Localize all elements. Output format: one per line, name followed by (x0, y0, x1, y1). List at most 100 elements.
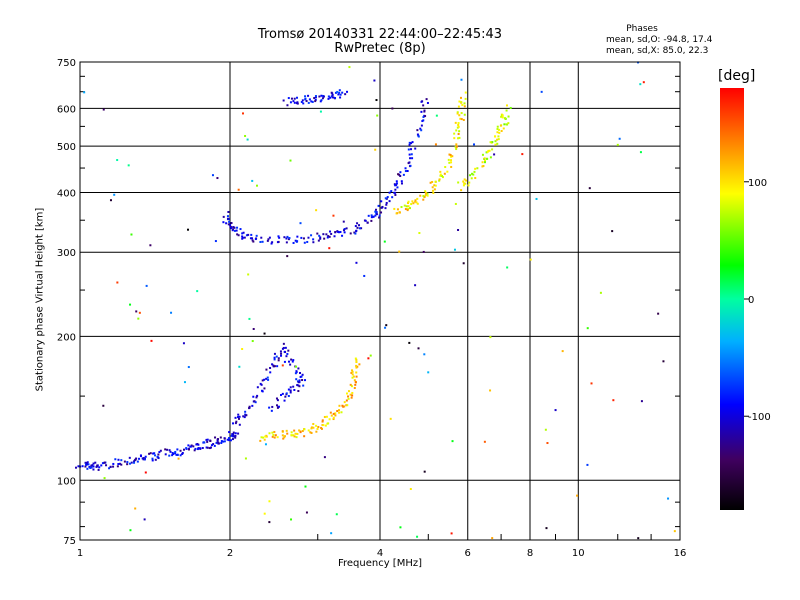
echo-point (92, 465, 95, 468)
noise-point (590, 382, 593, 385)
echo-point (408, 161, 411, 164)
echo-point (390, 190, 393, 193)
noise-point (263, 512, 266, 515)
echo-point (250, 233, 253, 236)
echo-point (243, 236, 246, 239)
noise-point (473, 143, 476, 146)
echo-point (206, 440, 209, 443)
echo-point (456, 111, 459, 114)
echo-point (265, 435, 268, 438)
noise-point (289, 159, 292, 162)
echo-point (286, 235, 289, 238)
echo-point (497, 138, 500, 141)
echo-point (324, 424, 327, 427)
echo-point (339, 93, 342, 96)
echo-point (426, 101, 429, 104)
echo-point (202, 441, 205, 444)
echo-point (378, 216, 381, 219)
echo-point (464, 182, 467, 185)
echo-point (276, 399, 279, 402)
echo-point (327, 235, 330, 238)
echo-point (300, 236, 303, 239)
echo-point (443, 172, 446, 175)
echo-point (424, 115, 427, 118)
echo-point (285, 241, 288, 244)
echo-point (271, 241, 274, 244)
echo-point (287, 349, 290, 352)
echo-point (318, 95, 321, 98)
echo-point (341, 91, 344, 94)
echo-point (176, 448, 179, 451)
echo-point (290, 431, 293, 434)
echo-point (267, 378, 270, 381)
echo-point (322, 233, 325, 236)
noise-point (408, 341, 411, 344)
echo-point (228, 220, 231, 223)
echo-point (483, 161, 486, 164)
echo-point (484, 159, 487, 162)
echo-point (465, 179, 468, 182)
echo-point (507, 115, 510, 118)
echo-point (460, 101, 463, 104)
echo-point (289, 389, 292, 392)
echo-point (393, 183, 396, 186)
echo-point (419, 127, 422, 130)
echo-point (503, 123, 506, 126)
echo-point (439, 170, 442, 173)
echo-point (332, 418, 335, 421)
echo-point (310, 234, 313, 237)
echo-point (301, 99, 304, 102)
echo-point (234, 422, 237, 425)
noise-point (576, 494, 579, 497)
echo-point (285, 392, 288, 395)
noise-point (493, 153, 496, 156)
echo-point (133, 461, 136, 464)
noise-point (116, 281, 119, 284)
echo-point (208, 447, 211, 450)
echo-point (234, 434, 237, 437)
echo-point (381, 206, 384, 209)
noise-point (182, 342, 185, 345)
echo-point (174, 450, 177, 453)
echo-point (494, 135, 497, 138)
echo-point (282, 437, 285, 440)
echo-point (329, 230, 332, 233)
noise-point (616, 143, 619, 146)
echo-point (471, 172, 474, 175)
echo-point (399, 171, 402, 174)
echo-point (422, 116, 425, 119)
echo-point (271, 431, 274, 434)
echo-point (336, 410, 339, 413)
echo-point (317, 425, 320, 428)
echo-point (494, 143, 497, 146)
echo-point (354, 225, 357, 228)
echo-point (370, 216, 373, 219)
y-tick-label: 300 (57, 248, 76, 259)
echo-point (422, 119, 425, 122)
echo-point (420, 124, 423, 127)
echo-point (424, 193, 427, 196)
echo-point (206, 446, 209, 449)
echo-point (117, 458, 120, 461)
echo-point (455, 148, 458, 151)
echo-point (193, 449, 196, 452)
echo-point (274, 434, 277, 437)
noise-point (612, 399, 615, 402)
echo-point (100, 464, 103, 467)
echo-point (399, 175, 402, 178)
y-tick-label: 500 (57, 142, 76, 153)
echo-point (339, 230, 342, 233)
echo-point (230, 221, 233, 224)
echo-point (415, 201, 418, 204)
echo-point (345, 227, 348, 230)
noise-point (489, 389, 492, 392)
echo-point (157, 453, 160, 456)
echo-point (380, 211, 383, 214)
echo-point (312, 422, 315, 425)
echo-point (316, 232, 319, 235)
echo-point (271, 405, 274, 408)
echo-point (424, 190, 427, 193)
echo-point (142, 457, 145, 460)
echo-point (303, 428, 306, 431)
echo-point (295, 436, 298, 439)
